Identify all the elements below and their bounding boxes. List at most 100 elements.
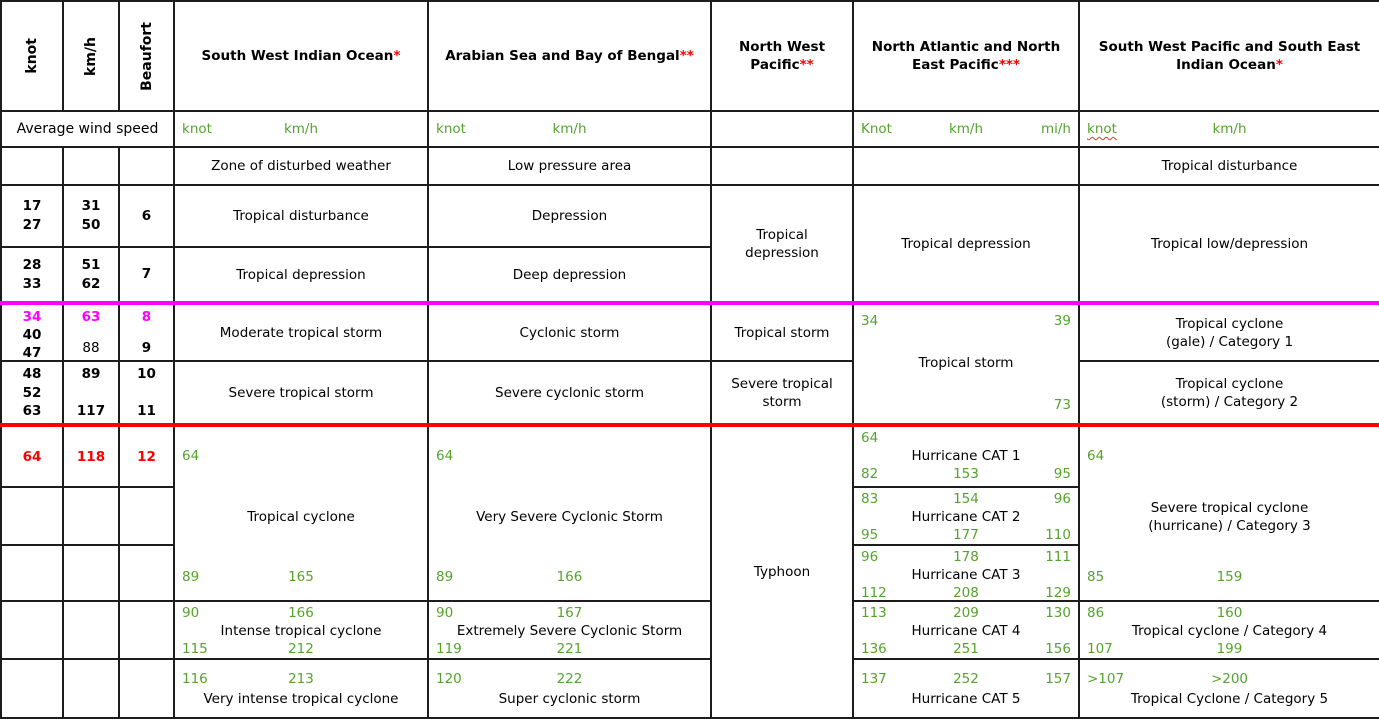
knot-value-hurricane-threshold: 64 xyxy=(22,448,42,465)
empty-cell xyxy=(118,658,175,719)
category-label: Severe tropical storm xyxy=(731,375,833,410)
knot-min: 120 xyxy=(436,670,462,687)
unit-kmh: km/h xyxy=(948,121,984,137)
arabian-severe-cyclonic-storm-cell: Severe cyclonic storm xyxy=(427,360,712,426)
beaufort-header-label: Beaufort xyxy=(138,21,155,91)
col-header-kmh: km/h xyxy=(62,0,120,112)
kmh-range-cell: 31 50 xyxy=(62,184,120,248)
category-label: Tropical storm xyxy=(918,355,1014,371)
category-label: Tropical disturbance xyxy=(1161,158,1298,174)
swio-moderate-storm-cell: Moderate tropical storm xyxy=(173,301,429,362)
knot-min: 96 xyxy=(861,549,879,565)
kmh-max: 153 xyxy=(953,466,979,482)
kmh-max: 212 xyxy=(288,641,314,657)
empty-cell xyxy=(0,146,64,186)
na-hurricane-cat3-cell: 96 178 111 Hurricane CAT 3 112 208 129 xyxy=(852,544,1080,602)
beaufort-value-gale-threshold: 8 xyxy=(141,309,152,325)
category-label: Tropical cyclone / Category 4 xyxy=(1131,623,1328,639)
knot-value: 52 xyxy=(22,384,42,401)
mih-max: 156 xyxy=(1045,641,1071,657)
kmh-min: 167 xyxy=(556,605,583,621)
category-label: Tropical cyclone xyxy=(247,508,355,525)
swio-tropical-cyclone-cell: 64 Tropical cyclone 89 165 xyxy=(173,423,429,602)
nwp-tropical-storm-cell: Tropical storm xyxy=(710,301,854,362)
nwp-severe-tropical-storm-cell: Severe tropical storm xyxy=(710,360,854,426)
kmh-range-cell: 51 62 xyxy=(62,246,120,304)
knot-min: 34 xyxy=(861,313,879,329)
na-tropical-depression-cell: Tropical depression xyxy=(852,184,1080,304)
kmh-min: >200 xyxy=(1210,670,1249,687)
kmh-min: 213 xyxy=(288,670,314,687)
na-units-cell: Knot km/h mi/h xyxy=(852,110,1080,148)
col-header-beaufort: Beaufort xyxy=(118,0,175,112)
category-label: Tropical depression xyxy=(236,266,366,283)
arabian-cyclonic-storm-cell: Cyclonic storm xyxy=(427,301,712,362)
knot-hurricane-threshold-cell: 64 xyxy=(0,423,64,488)
kmh-range-cell: 63 88 xyxy=(62,301,120,362)
arabian-deep-depression-cell: Deep depression xyxy=(427,246,712,304)
knot-range-cell: 17 27 xyxy=(0,184,64,248)
category-label-line1: Tropical cyclone xyxy=(1175,315,1284,332)
knot-min: >107 xyxy=(1087,670,1125,687)
category-label: Very intense tropical cyclone xyxy=(203,690,399,707)
arabian-depression-cell: Depression xyxy=(427,184,712,248)
category-label: Deep depression xyxy=(512,266,627,283)
unit-knot: knot xyxy=(182,121,212,137)
footnote-asterisk: ** xyxy=(799,57,814,73)
category-label: Tropical low/depression xyxy=(1150,235,1309,252)
swio-severe-storm-cell: Severe tropical storm xyxy=(173,360,429,426)
kmh-max: 208 xyxy=(953,585,979,601)
beaufort-value: 10 xyxy=(137,366,156,382)
empty-cell xyxy=(118,600,175,660)
knot-value: 47 xyxy=(22,345,42,361)
beaufort-value-hurricane-threshold: 12 xyxy=(137,448,156,465)
category-label-line2: (gale) / Category 1 xyxy=(1165,333,1294,350)
empty-cell xyxy=(0,544,64,602)
unit-knot: knot xyxy=(436,121,466,137)
kmh-value: 88 xyxy=(82,340,100,356)
beaufort-cell: 10 11 xyxy=(118,360,175,426)
category-label: Super cyclonic storm xyxy=(498,690,641,707)
knot-min: 64 xyxy=(436,448,454,464)
swp-category4-cell: 86 160 Tropical cyclone / Category 4 107 1… xyxy=(1078,600,1379,660)
category-label: Moderate tropical storm xyxy=(219,324,383,341)
beaufort-cell: 7 xyxy=(118,246,175,304)
empty-cell xyxy=(118,486,175,546)
knot-min: 83 xyxy=(861,491,879,507)
knot-min: 64 xyxy=(1087,448,1105,464)
knot-value: 40 xyxy=(22,327,42,343)
kmh-value-gale-threshold: 63 xyxy=(81,309,101,325)
basin-header-swp: South West Pacific and South East Indian… xyxy=(1078,0,1379,112)
unit-kmh: km/h xyxy=(1212,121,1247,137)
na-hurricane-cat2-cell: 83 154 96 Hurricane CAT 2 95 177 110 xyxy=(852,486,1080,546)
knot-min: 86 xyxy=(1087,605,1105,621)
knot-value: 17 xyxy=(22,198,42,214)
empty-cell xyxy=(710,146,854,186)
category-label: Low pressure area xyxy=(507,158,632,174)
category-label: Depression xyxy=(531,208,608,224)
arabian-extremely-severe-cell: 90 167 Extremely Severe Cyclonic Storm 11… xyxy=(427,600,712,660)
kmh-value: 51 xyxy=(81,256,101,273)
nwp-typhoon-cell: Typhoon xyxy=(710,423,854,719)
basin-label: North West Pacific xyxy=(738,39,826,73)
basin-label: Arabian Sea and Bay of Bengal xyxy=(445,48,680,64)
basin-header-arabian: Arabian Sea and Bay of Bengal** xyxy=(427,0,712,112)
knot-min: 137 xyxy=(861,670,887,687)
category-label: Severe cyclonic storm xyxy=(495,384,644,401)
arabian-low-pressure-cell: Low pressure area xyxy=(427,146,712,186)
empty-cell xyxy=(0,658,64,719)
kmh-min: 252 xyxy=(953,670,979,687)
swp-category2-cell: Tropical cyclone (storm) / Category 2 xyxy=(1078,360,1379,426)
kmh-value: 50 xyxy=(81,217,101,233)
category-label: Severe tropical storm xyxy=(228,384,374,401)
mih-max: 110 xyxy=(1045,527,1071,543)
kmh-min: 154 xyxy=(953,491,979,507)
mih-max: 129 xyxy=(1045,585,1071,601)
swp-category5-cell: >107 >200 Tropical Cyclone / Category 5 xyxy=(1078,658,1379,719)
knot-range-cell: 34 40 47 xyxy=(0,301,64,362)
avg-wind-speed-label: Average wind speed xyxy=(16,121,159,137)
mih-min: 130 xyxy=(1045,605,1071,621)
swio-disturbed-weather-cell: Zone of disturbed weather xyxy=(173,146,429,186)
nwp-tropical-depression-cell: Tropical depression xyxy=(710,184,854,304)
